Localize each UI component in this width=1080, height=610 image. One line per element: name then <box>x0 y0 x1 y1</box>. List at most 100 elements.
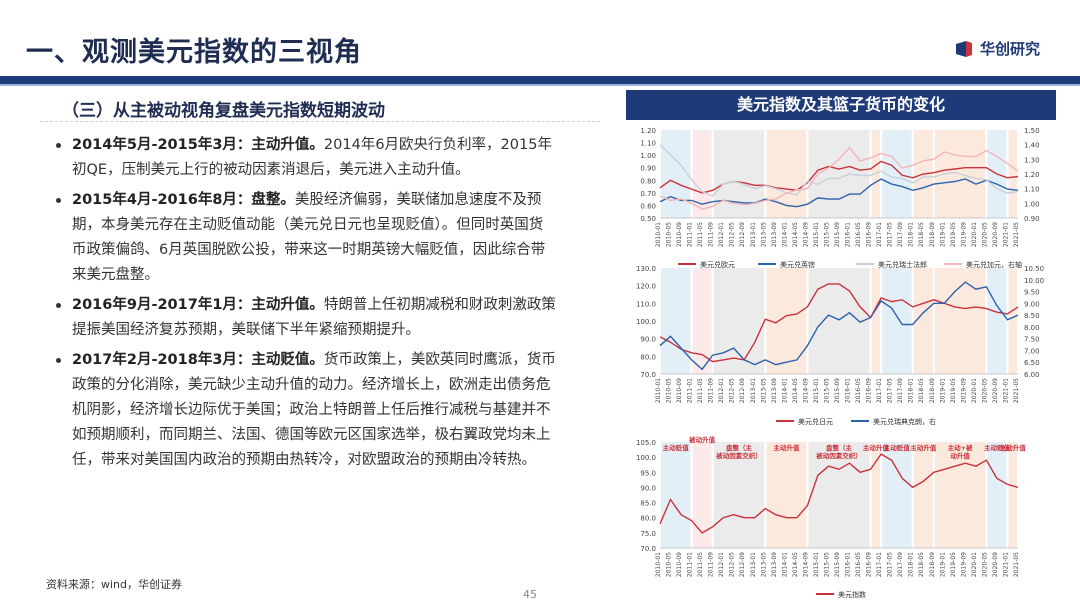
y-tick-label-right: 10.00 <box>1024 277 1044 285</box>
phase-label: 盘整（主 <box>826 443 853 452</box>
x-tick-label: 2014-05 <box>792 378 799 403</box>
phase-band <box>987 268 1007 374</box>
x-tick-label: 2014-05 <box>792 552 799 577</box>
y-tick-label-right: 1.40 <box>1024 142 1040 150</box>
y-tick-label-right: 10.50 <box>1024 265 1044 273</box>
x-tick-label: 2019-01 <box>939 552 946 577</box>
x-tick-label: 2019-05 <box>950 222 957 247</box>
y-tick-label-left: 1.00 <box>640 152 656 160</box>
phase-label: 被动因素交织） <box>716 451 762 460</box>
phase-band <box>871 442 881 548</box>
y-tick-label-right: 1.10 <box>1024 186 1040 194</box>
x-tick-label: 2010-09 <box>676 378 683 403</box>
phase-band <box>766 130 807 218</box>
y-tick-label-left: 80.0 <box>640 515 656 523</box>
x-tick-label: 2015-09 <box>834 222 841 247</box>
x-tick-label: 2012-05 <box>729 222 736 247</box>
x-tick-label: 2019-09 <box>960 222 967 247</box>
y-tick-label-left: 75.0 <box>640 530 656 538</box>
bullet-item: 2016年9月-2017年1月：主动升值。特朗普上任初期减税和财政刺激政策提振美… <box>56 293 556 343</box>
page-title: 一、观测美元指数的三视角 <box>26 37 362 68</box>
phase-label: 主动升值 <box>773 443 800 452</box>
y-tick-label-right: 1.30 <box>1024 156 1040 164</box>
phase-label: 主动升值 <box>910 443 937 452</box>
x-tick-label: 2015-05 <box>823 552 830 577</box>
x-tick-label: 2013-09 <box>771 222 778 247</box>
bullet-head: 2016年9月-2017年1月：主动升值。 <box>72 297 324 313</box>
x-tick-label: 2011-01 <box>687 552 694 577</box>
brand-mark-icon <box>955 40 972 57</box>
y-tick-label-right: 1.20 <box>1024 171 1040 179</box>
phase-band <box>882 442 912 548</box>
y-tick-label-left: 1.10 <box>640 140 656 148</box>
x-tick-label: 2010-01 <box>655 378 662 403</box>
x-tick-label: 2016-01 <box>845 378 852 403</box>
x-tick-label: 2021-05 <box>1013 378 1020 403</box>
y-tick-label-right: 1.00 <box>1024 200 1040 208</box>
x-tick-label: 2020-05 <box>981 378 988 403</box>
y-tick-label-right: 6.00 <box>1024 371 1040 379</box>
x-tick-label: 2021-05 <box>1013 552 1020 577</box>
y-tick-label-left: 100.0 <box>636 318 656 326</box>
x-tick-label: 2016-01 <box>845 222 852 247</box>
y-tick-label-right: 7.50 <box>1024 336 1040 344</box>
x-tick-label: 2014-01 <box>781 552 788 577</box>
x-tick-label: 2013-09 <box>771 378 778 403</box>
series-line-美元兑日元 <box>659 283 1019 363</box>
x-tick-label: 2016-05 <box>855 222 862 247</box>
phase-band <box>661 268 691 374</box>
x-tick-label: 2020-09 <box>992 222 999 247</box>
x-tick-label: 2012-05 <box>729 552 736 577</box>
x-tick-label: 2017-05 <box>887 378 894 403</box>
x-tick-label: 2020-01 <box>971 378 978 403</box>
bullet-body: 美股经济偏弱，美联储加息速度不及预期，本身美元存在主动贬值动能（美元兑日元也呈现… <box>72 192 546 283</box>
phase-band <box>692 130 712 218</box>
x-tick-label: 2017-09 <box>897 378 904 403</box>
series-line-美元兑欧元 <box>659 160 1019 194</box>
x-tick-label: 2018-09 <box>929 552 936 577</box>
x-tick-label: 2012-09 <box>739 552 746 577</box>
x-tick-label: 2015-01 <box>813 378 820 403</box>
x-tick-label: 2019-09 <box>960 552 967 577</box>
x-tick-label: 2013-09 <box>771 552 778 577</box>
subheading-divider <box>40 121 600 123</box>
bullet-head: 2015年4月-2016年8月：盘整。 <box>72 192 295 208</box>
bullet-body: 特朗普上任初期减税和财政刺激政策提振美国经济复苏预期，美联储下半年紧缩预期提升。 <box>72 297 556 338</box>
charts-svg: 1.20 1.10 1.00 0.90 0.80 0.70 0.60 0.50 1.50 1.40… <box>636 127 1044 599</box>
phase-band <box>913 268 933 374</box>
y-tick-label-left: 85.0 <box>640 500 656 508</box>
phase-band <box>661 442 691 548</box>
phase-band <box>692 442 712 548</box>
x-tick-label: 2015-05 <box>823 378 830 403</box>
phase-band <box>661 130 691 218</box>
x-tick-label: 2012-09 <box>739 222 746 247</box>
y-tick-label-right: 7.00 <box>1024 347 1040 355</box>
x-tick-label: 2014-01 <box>781 378 788 403</box>
x-tick-label: 2010-01 <box>655 222 662 247</box>
x-tick-label: 2021-01 <box>1002 552 1009 577</box>
x-tick-label: 2013-01 <box>750 378 757 403</box>
x-tick-label: 2019-09 <box>960 378 967 403</box>
legend-label: 美元兑日元 <box>798 417 833 426</box>
phase-label: 主动升值 <box>863 443 890 452</box>
x-tick-label: 2014-09 <box>802 222 809 247</box>
x-tick-label: 2016-05 <box>855 552 862 577</box>
phase-label: 动升值 <box>950 451 970 460</box>
phase-label: 主动贬值 <box>663 443 690 452</box>
x-tick-label: 2010-05 <box>666 378 673 403</box>
x-tick-label: 2012-09 <box>739 378 746 403</box>
x-tick-label: 2011-09 <box>708 222 715 247</box>
legend-label: 美元兑加元，右轴 <box>966 260 1022 269</box>
phase-label: 主动+被 <box>948 443 973 452</box>
y-tick-label-right: 9.50 <box>1024 289 1040 297</box>
x-tick-label: 2011-09 <box>708 552 715 577</box>
x-tick-label: 2013-01 <box>750 552 757 577</box>
y-tick-label-left: 80.0 <box>640 353 656 361</box>
x-tick-label: 2017-01 <box>876 378 883 403</box>
x-tick-label: 2020-05 <box>981 222 988 247</box>
x-tick-label: 2010-05 <box>666 552 673 577</box>
phase-label: 主动贬值 <box>884 443 911 452</box>
y-tick-label-left: 95.0 <box>640 469 656 477</box>
x-tick-label: 2010-05 <box>666 222 673 247</box>
phase-label: 被动因素交织） <box>816 451 862 460</box>
